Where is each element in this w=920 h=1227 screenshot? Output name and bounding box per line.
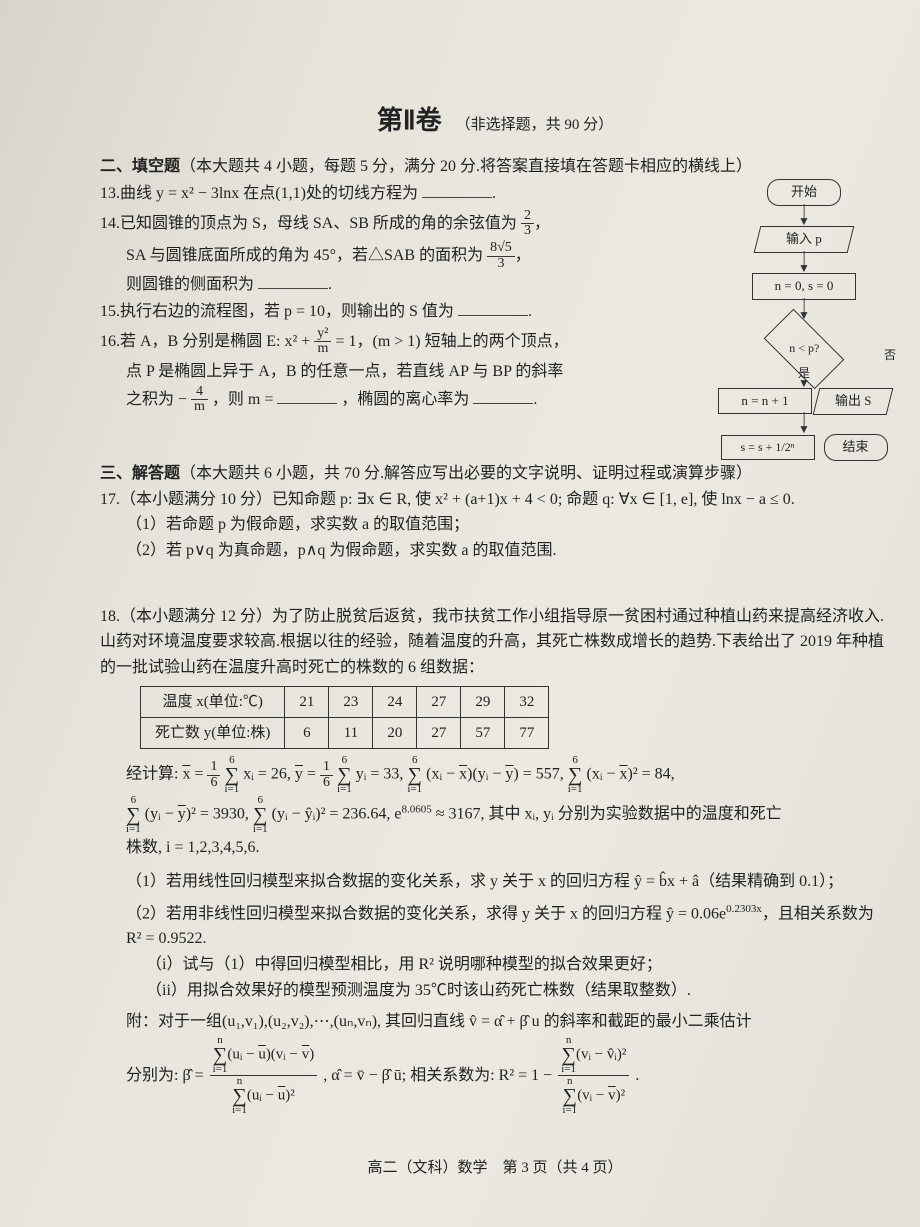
q14-blank (258, 272, 328, 289)
q16-text-c2: ，则 m = (212, 391, 273, 408)
q16-text-a2: = 1，(m > 1) 短轴上的两个顶点， (335, 333, 568, 350)
q14-line3: 则圆锥的侧面积为 . (100, 272, 708, 298)
flow-arrow: │▼ (718, 300, 890, 320)
table-cell: 23 (329, 687, 373, 718)
table-cell: 21 (285, 687, 329, 718)
flow-sum: s = s + 1/2ⁿ (721, 435, 815, 460)
q14-text-c: 则圆锥的侧面积为 (126, 276, 254, 293)
table-cell: 6 (285, 718, 329, 749)
flow-yes-label: 是 (798, 364, 810, 383)
table-cell: 24 (373, 687, 417, 718)
table-cell: 29 (461, 687, 505, 718)
q18-part2i: （i）试与（1）中得回归模型相比，用 R² 说明哪种模型的拟合效果更好； (100, 952, 890, 978)
r2-formula: n∑i=1(vᵢ − v̂ᵢ)² n∑i=1(vᵢ − v)² (558, 1035, 629, 1116)
q18-appendix2: 分别为: β̂ = n∑i=1(uᵢ − u)(vᵢ − v) n∑i=1(uᵢ… (100, 1035, 890, 1116)
frac-4-m: 4m (191, 385, 208, 415)
q16-text-c: 之积为 − (126, 391, 187, 408)
section-3-note: （本大题共 6 小题，共 70 分.解答应写出必要的文字说明、证明过程或演算步骤… (180, 465, 752, 482)
q13-blank (422, 181, 492, 198)
flowchart: 开始 │▼ 输入 p │▼ n = 0, s = 0 │▼ n < p? 否 是… (718, 179, 890, 461)
table-cell: 11 (329, 718, 373, 749)
q14-line1: 14.已知圆锥的顶点为 S，母线 SA、SB 所成的角的余弦值为 23， (100, 209, 708, 239)
table-cell: 32 (505, 687, 549, 718)
table-row: 死亡数 y(单位:株) 6 11 20 27 57 77 (141, 718, 549, 749)
exam-page: 第Ⅱ卷 （非选择题，共 90 分） 二、填空题（本大题共 4 小题，每题 5 分… (0, 0, 920, 1227)
table-cell: 57 (461, 718, 505, 749)
q17-head: 17.（本小题满分 10 分）已知命题 p: ∃x ∈ R, 使 x² + (a… (100, 487, 890, 513)
part-title: 第Ⅱ卷 (377, 105, 442, 135)
calc-label: 经计算: (126, 766, 178, 783)
flow-input-p: 输入 p (754, 226, 855, 253)
frac-8r5-3: 8√53 (487, 241, 515, 271)
frac-y2-m: y²m (314, 327, 331, 357)
flow-arrow: │▼ (718, 253, 890, 273)
table-cell: 死亡数 y(单位:株) (141, 718, 285, 749)
q16-text-b: 点 P 是椭圆上异于 A，B 的任意一点，若直线 AP 与 BP 的斜率 (126, 363, 563, 380)
q13-16-and-flowchart: 13.曲线 y = x² − 3lnx 在点(1,1)处的切线方程为 . 14.… (100, 179, 890, 461)
q18-calc-line2: 6∑i=1 (yᵢ − y)² = 3930, 6∑i=1 (yᵢ − ŷᵢ)²… (100, 795, 890, 835)
table-cell: 27 (417, 718, 461, 749)
flow-start: 开始 (767, 179, 841, 206)
q16-text-c3: ，椭圆的离心率为 (341, 391, 469, 408)
q16-line3: 之积为 − 4m ，则 m = ，椭圆的离心率为 . (100, 385, 708, 415)
flow-end: 结束 (824, 434, 888, 461)
beta-formula: n∑i=1(uᵢ − u)(vᵢ − v) n∑i=1(uᵢ − u)² (210, 1035, 318, 1116)
flow-arrow: │▼ (718, 206, 890, 226)
q18-appendix1: 附：对于一组(u₁,v₁),(u₂,v₂),⋯,(uₙ,vₙ), 其回归直线 v… (100, 1009, 890, 1035)
q18: 18.（本小题满分 12 分）为了防止脱贫后返贫，我市扶贫工作小组指导原一贫困村… (100, 604, 890, 1116)
section-3-title: 三、解答题 (100, 465, 180, 482)
q16-text-a: 16.若 A，B 分别是椭圆 E: x² + (100, 333, 310, 350)
q18-calc-line1: 经计算: x = 16 6∑i=1 xᵢ = 26, y = 16 6∑i=1 … (100, 755, 890, 795)
q18-part1: （1）若用线性回归模型来拟合数据的变化关系，求 y 关于 x 的回归方程 ŷ =… (100, 869, 890, 895)
q18-head: 18.（本小题满分 12 分）为了防止脱贫后返贫，我市扶贫工作小组指导原一贫困村… (100, 604, 890, 681)
q13: 13.曲线 y = x² − 3lnx 在点(1,1)处的切线方程为 . (100, 181, 708, 207)
table-cell: 77 (505, 718, 549, 749)
q17: 17.（本小题满分 10 分）已知命题 p: ∃x ∈ R, 使 x² + (a… (100, 487, 890, 564)
q17-part1: （1）若命题 p 为假命题，求实数 a 的取值范围； (100, 512, 890, 538)
q15-text: 15.执行右边的流程图，若 p = 10，则输出的 S 值为 (100, 303, 454, 320)
q13-text: 13.曲线 y = x² − 3lnx 在点(1,1)处的切线方程为 (100, 185, 418, 202)
q17-part2: （2）若 p∨q 为真命题，p∧q 为假命题，求实数 a 的取值范围. (100, 538, 890, 564)
questions-13-16: 13.曲线 y = x² − 3lnx 在点(1,1)处的切线方程为 . 14.… (100, 179, 708, 415)
section-2-note: （本大题共 4 小题，每题 5 分，满分 20 分.将答案直接填在答题卡相应的横… (180, 158, 752, 175)
table-cell: 温度 x(单位:℃) (141, 687, 285, 718)
q18-calc-line3: 株数, i = 1,2,3,4,5,6. (100, 835, 890, 861)
q14-text-b: SA 与圆锥底面所成的角为 45°，若△SAB 的面积为 (126, 247, 483, 264)
q16-blank2 (473, 387, 533, 404)
flow-init: n = 0, s = 0 (752, 273, 856, 300)
table-cell: 20 (373, 718, 417, 749)
frac-2-3: 23 (521, 209, 534, 239)
flow-arrow: │▼ (718, 414, 890, 434)
q16-blank1 (277, 387, 337, 404)
q18-data-table: 温度 x(单位:℃) 21 23 24 27 29 32 死亡数 y(单位:株)… (140, 686, 549, 749)
section-2-title: 二、填空题 (100, 158, 180, 175)
flow-no-label: 否 (884, 346, 896, 365)
q18-part2: （2）若用非线性回归模型来拟合数据的变化关系，求得 y 关于 x 的回归方程 ŷ… (100, 901, 890, 953)
part-subtitle: （非选择题，共 90 分） (456, 117, 614, 133)
page-footer: 高二（文科）数学 第 3 页（共 4 页） (100, 1156, 890, 1180)
q14-line2: SA 与圆锥底面所成的角为 45°，若△SAB 的面积为 8√53， (100, 241, 708, 271)
table-row: 温度 x(单位:℃) 21 23 24 27 29 32 (141, 687, 549, 718)
section-2-header: 二、填空题（本大题共 4 小题，每题 5 分，满分 20 分.将答案直接填在答题… (100, 154, 890, 180)
q18-part2ii: （ii）用拟合效果好的模型预测温度为 35℃时该山药死亡株数（结果取整数）. (100, 978, 890, 1004)
q15-blank (458, 299, 528, 316)
q16-line1: 16.若 A，B 分别是椭圆 E: x² + y²m = 1，(m > 1) 短… (100, 327, 708, 357)
flow-increment: n = n + 1 (718, 388, 812, 415)
section-3-header: 三、解答题（本大题共 6 小题，共 70 分.解答应写出必要的文字说明、证明过程… (100, 461, 890, 487)
q14-text-a: 14.已知圆锥的顶点为 S，母线 SA、SB 所成的角的余弦值为 (100, 215, 517, 232)
q15: 15.执行右边的流程图，若 p = 10，则输出的 S 值为 . (100, 299, 708, 325)
q16-line2: 点 P 是椭圆上异于 A，B 的任意一点，若直线 AP 与 BP 的斜率 (100, 359, 708, 385)
flow-output-s: 输出 S (813, 388, 894, 415)
table-cell: 27 (417, 687, 461, 718)
title-row: 第Ⅱ卷 （非选择题，共 90 分） (100, 100, 890, 142)
